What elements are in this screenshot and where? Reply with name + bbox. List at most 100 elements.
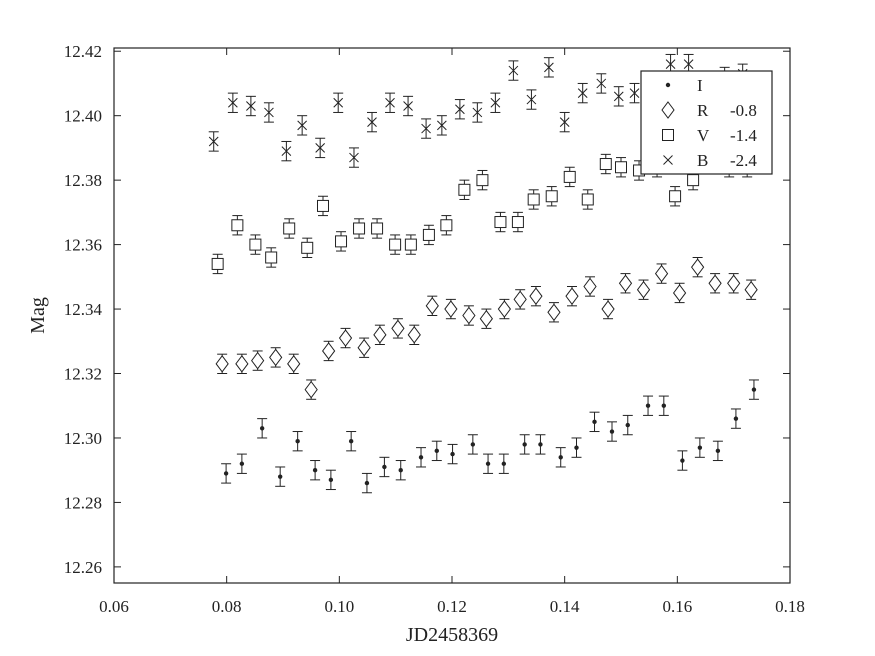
data-point-V [335, 235, 348, 248]
data-point-B [577, 88, 588, 98]
data-point-B [367, 117, 377, 127]
data-point-V [669, 190, 682, 203]
data-point-B [281, 146, 292, 156]
legend-marker-R [661, 101, 675, 119]
cross-stroke [663, 155, 673, 165]
cross-stroke [437, 120, 447, 131]
data-point-V [422, 228, 435, 241]
data-point-I [328, 477, 334, 483]
data-point-I [364, 480, 370, 486]
data-point-B [228, 97, 238, 108]
x-tick-label: 0.08 [212, 597, 242, 616]
y-axis-label: Mag [27, 297, 49, 334]
data-point-R [565, 287, 579, 305]
data-point-I [592, 419, 597, 425]
legend-marker-I [665, 82, 671, 88]
cross-stroke [559, 117, 570, 127]
data-point-V [283, 222, 296, 235]
data-point-R [269, 348, 283, 367]
legend-series-offset: -1.4 [730, 126, 757, 145]
x-tick-label: 0.06 [99, 597, 129, 616]
data-point-B [208, 136, 219, 147]
cross-stroke [367, 117, 377, 127]
data-point-V [581, 193, 594, 206]
x-tick-label: 0.18 [775, 597, 805, 616]
cross-stroke [349, 152, 359, 163]
data-point-R [391, 319, 405, 338]
data-point-I [522, 442, 527, 447]
series-R [215, 256, 758, 400]
data-point-B [544, 62, 554, 73]
cross-stroke [246, 101, 256, 111]
cross-stroke [596, 78, 607, 89]
data-point-I [751, 387, 757, 392]
data-point-B [349, 152, 359, 163]
data-point-V [353, 222, 366, 235]
data-point-B [490, 97, 501, 108]
data-point-I [418, 455, 424, 460]
series-I [221, 379, 759, 494]
data-point-B [333, 97, 344, 108]
cross-stroke [629, 88, 640, 98]
data-point-V [687, 174, 700, 187]
axes: 0.06 0.08 0.10 0.12 0.14 0.16 0.18 12.26 12.28 12… [64, 42, 805, 616]
cross-stroke [472, 107, 483, 118]
data-point-I [715, 448, 721, 454]
y-tick-label: 12.26 [64, 558, 102, 577]
data-point-R [479, 309, 493, 328]
cross-stroke [490, 97, 501, 108]
legend-series-name: B [697, 151, 708, 170]
data-point-I [609, 429, 615, 434]
data-point-I [558, 455, 563, 460]
cross-stroke [577, 88, 588, 98]
data-point-V [615, 161, 627, 174]
data-point-I [259, 426, 265, 431]
data-point-I [382, 464, 387, 470]
cross-stroke [297, 120, 308, 131]
data-point-B [596, 78, 607, 89]
data-point-B [455, 104, 465, 115]
data-point-I [348, 438, 354, 444]
data-point-R [513, 290, 527, 309]
cross-stroke [264, 107, 274, 118]
data-point-B [297, 120, 308, 131]
y-tick-label: 12.28 [64, 493, 102, 512]
y-tick-label: 12.30 [64, 429, 102, 448]
data-point-I [450, 451, 455, 457]
y-tick-label: 12.32 [64, 365, 102, 384]
data-point-R [497, 300, 512, 318]
legend-series-name: V [697, 126, 710, 145]
x-axis-label: JD2458369 [406, 624, 498, 646]
data-point-R [338, 329, 353, 347]
data-point-R [407, 326, 421, 344]
data-point-V [265, 251, 278, 264]
data-point-I [661, 403, 667, 408]
legend-series-name: R [697, 101, 709, 120]
data-point-R [547, 303, 561, 322]
data-point-R [215, 355, 229, 373]
y-tick-label: 12.40 [64, 107, 102, 126]
data-point-B [559, 117, 570, 127]
data-point-I [501, 461, 507, 466]
data-point-B [264, 107, 274, 118]
data-point-R [636, 280, 651, 299]
x-tick-label: 0.10 [324, 597, 354, 616]
cross-stroke [613, 91, 624, 102]
data-point-V [211, 257, 224, 270]
data-point-B [385, 97, 395, 108]
data-point-I [312, 467, 318, 473]
legend-marker-B [663, 155, 673, 165]
data-point-I [295, 438, 300, 444]
data-point-R [601, 300, 615, 318]
data-point-I [733, 416, 739, 421]
data-point-R [235, 355, 249, 373]
data-point-R [583, 277, 597, 296]
data-point-R [357, 338, 371, 357]
legend-box [640, 70, 773, 175]
data-point-V [301, 241, 314, 254]
y-tick-label: 12.36 [64, 236, 102, 255]
cross-stroke [526, 94, 537, 105]
data-point-V [458, 183, 471, 196]
data-point-I [697, 445, 703, 450]
